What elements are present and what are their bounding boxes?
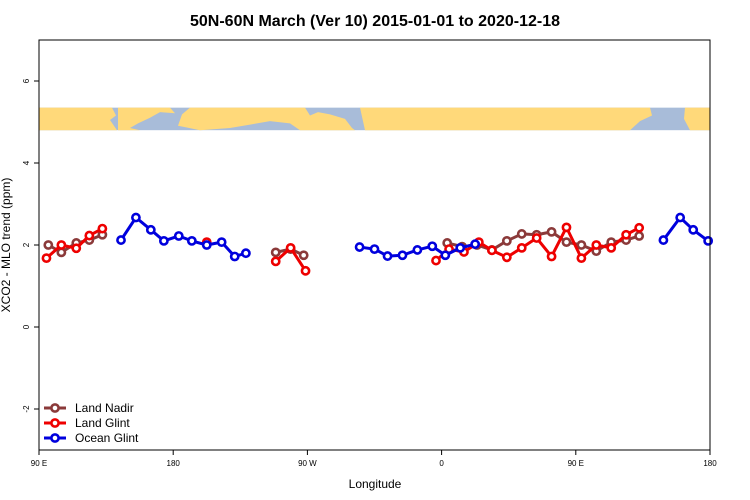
legend-swatch-marker <box>50 418 60 428</box>
legend-label: Land Nadir <box>75 401 134 415</box>
legend-swatch-marker <box>50 403 60 413</box>
data-point <box>546 251 557 262</box>
data-point <box>546 226 557 237</box>
y-tick-label: 0 <box>22 324 31 329</box>
data-point <box>43 240 54 250</box>
data-point <box>591 240 602 250</box>
data-point <box>470 239 481 250</box>
legend-label: Land Glint <box>75 416 130 430</box>
map-land-4 <box>684 107 710 131</box>
data-point <box>158 235 169 246</box>
y-tick-label: 6 <box>22 78 31 83</box>
legend-item: Land Glint <box>44 416 130 430</box>
data-point <box>501 252 512 263</box>
data-point <box>455 242 466 253</box>
data-point <box>397 250 408 261</box>
data-point <box>531 233 542 243</box>
x-tick-label: 180 <box>167 459 181 468</box>
x-tick-label: 90 W <box>298 459 317 468</box>
data-point <box>501 235 512 246</box>
data-point <box>270 256 281 267</box>
map-land-2 <box>178 107 355 131</box>
map-land-1 <box>118 107 175 131</box>
data-point <box>440 250 451 261</box>
data-point <box>216 237 227 248</box>
data-point <box>634 222 645 233</box>
legend-label: Ocean Glint <box>75 431 139 445</box>
map-band <box>39 107 710 131</box>
data-point <box>201 240 212 250</box>
data-point <box>412 245 423 255</box>
y-tick-label: -2 <box>22 405 31 413</box>
series-line <box>662 216 710 243</box>
data-point <box>240 248 251 259</box>
data-point <box>145 224 156 235</box>
y-tick-label: 4 <box>22 160 31 165</box>
data-point <box>41 253 52 264</box>
data-point <box>298 250 309 261</box>
data-point <box>56 240 67 250</box>
data-point <box>487 245 497 256</box>
data-point <box>688 224 699 235</box>
data-point <box>382 251 393 261</box>
map-land-0 <box>39 107 117 131</box>
y-axis-label: XCO2 - MLO trend (ppm) <box>0 178 13 313</box>
data-point <box>354 242 365 252</box>
data-point <box>186 235 197 246</box>
data-point <box>427 241 438 252</box>
series-layer <box>41 212 714 276</box>
data-point <box>658 235 669 245</box>
y-axis: -2 0 2 4 6 <box>22 78 39 413</box>
legend-item: Ocean Glint <box>44 431 139 445</box>
data-point <box>621 229 632 240</box>
x-tick-label: 180 <box>703 459 717 468</box>
series-ocean-glint <box>116 212 714 262</box>
legend-item: Land Nadir <box>44 401 134 415</box>
data-point <box>71 243 82 254</box>
map-land-3 <box>360 107 652 131</box>
x-axis-label: Longitude <box>349 477 402 491</box>
data-point <box>285 242 296 253</box>
chart-title: 50N-60N March (Ver 10) 2015-01-01 to 202… <box>190 13 560 30</box>
data-point <box>229 251 240 262</box>
plot-frame <box>38 39 711 451</box>
data-point <box>516 229 527 239</box>
data-point <box>300 265 311 276</box>
data-point <box>606 242 617 253</box>
data-point <box>703 235 714 246</box>
data-point <box>173 231 184 241</box>
series-line <box>119 216 247 258</box>
data-point <box>634 231 645 241</box>
data-point <box>84 230 95 241</box>
data-point <box>561 237 572 248</box>
y-tick-label: 2 <box>22 242 31 247</box>
data-point <box>270 247 281 258</box>
data-point <box>675 212 686 223</box>
x-tick-label: 90 E <box>31 459 47 468</box>
data-point <box>431 255 441 266</box>
x-axis: 90 E 180 90 W 0 90 E 180 <box>31 450 717 468</box>
data-point <box>97 223 108 234</box>
data-point <box>576 240 587 250</box>
data-point <box>516 242 527 253</box>
data-point <box>369 244 380 254</box>
data-point <box>116 235 126 245</box>
data-point <box>576 253 587 264</box>
x-tick-label: 90 E <box>568 459 584 468</box>
legend-swatch-marker <box>50 433 60 443</box>
data-point <box>131 212 141 223</box>
x-tick-label: 0 <box>439 459 444 468</box>
data-point <box>561 222 572 233</box>
